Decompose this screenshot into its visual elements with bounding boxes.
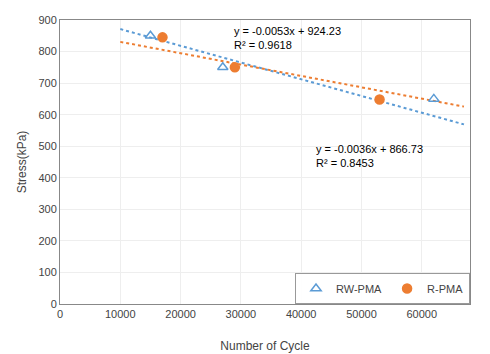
svg-text:60000: 60000	[406, 308, 437, 320]
svg-text:50000: 50000	[346, 308, 377, 320]
svg-text:10000: 10000	[105, 308, 136, 320]
svg-text:0: 0	[57, 308, 63, 320]
svg-text:30000: 30000	[226, 308, 257, 320]
svg-text:600: 600	[38, 109, 56, 121]
svg-text:200: 200	[38, 235, 56, 247]
svg-text:100: 100	[38, 266, 56, 278]
svg-text:y = -0.0053x + 924.23R² = 0.96: y = -0.0053x + 924.23R² = 0.9618	[234, 25, 341, 51]
svg-text:20000: 20000	[165, 308, 196, 320]
svg-text:Number of Cycle: Number of Cycle	[220, 339, 310, 353]
svg-text:400: 400	[38, 172, 56, 184]
svg-text:800: 800	[38, 45, 56, 57]
svg-text:700: 700	[38, 77, 56, 89]
svg-text:RW-PMA: RW-PMA	[336, 283, 382, 295]
svg-text:40000: 40000	[286, 308, 317, 320]
svg-text:y = -0.0036x + 866.73R² = 0.84: y = -0.0036x + 866.73R² = 0.8453	[316, 143, 423, 169]
svg-text:500: 500	[38, 140, 56, 152]
svg-text:900: 900	[38, 14, 56, 26]
svg-text:0: 0	[51, 298, 57, 310]
svg-text:R-PMA: R-PMA	[427, 283, 463, 295]
svg-text:300: 300	[38, 203, 56, 215]
svg-text:Stress(kPa): Stress(kPa)	[15, 131, 29, 194]
